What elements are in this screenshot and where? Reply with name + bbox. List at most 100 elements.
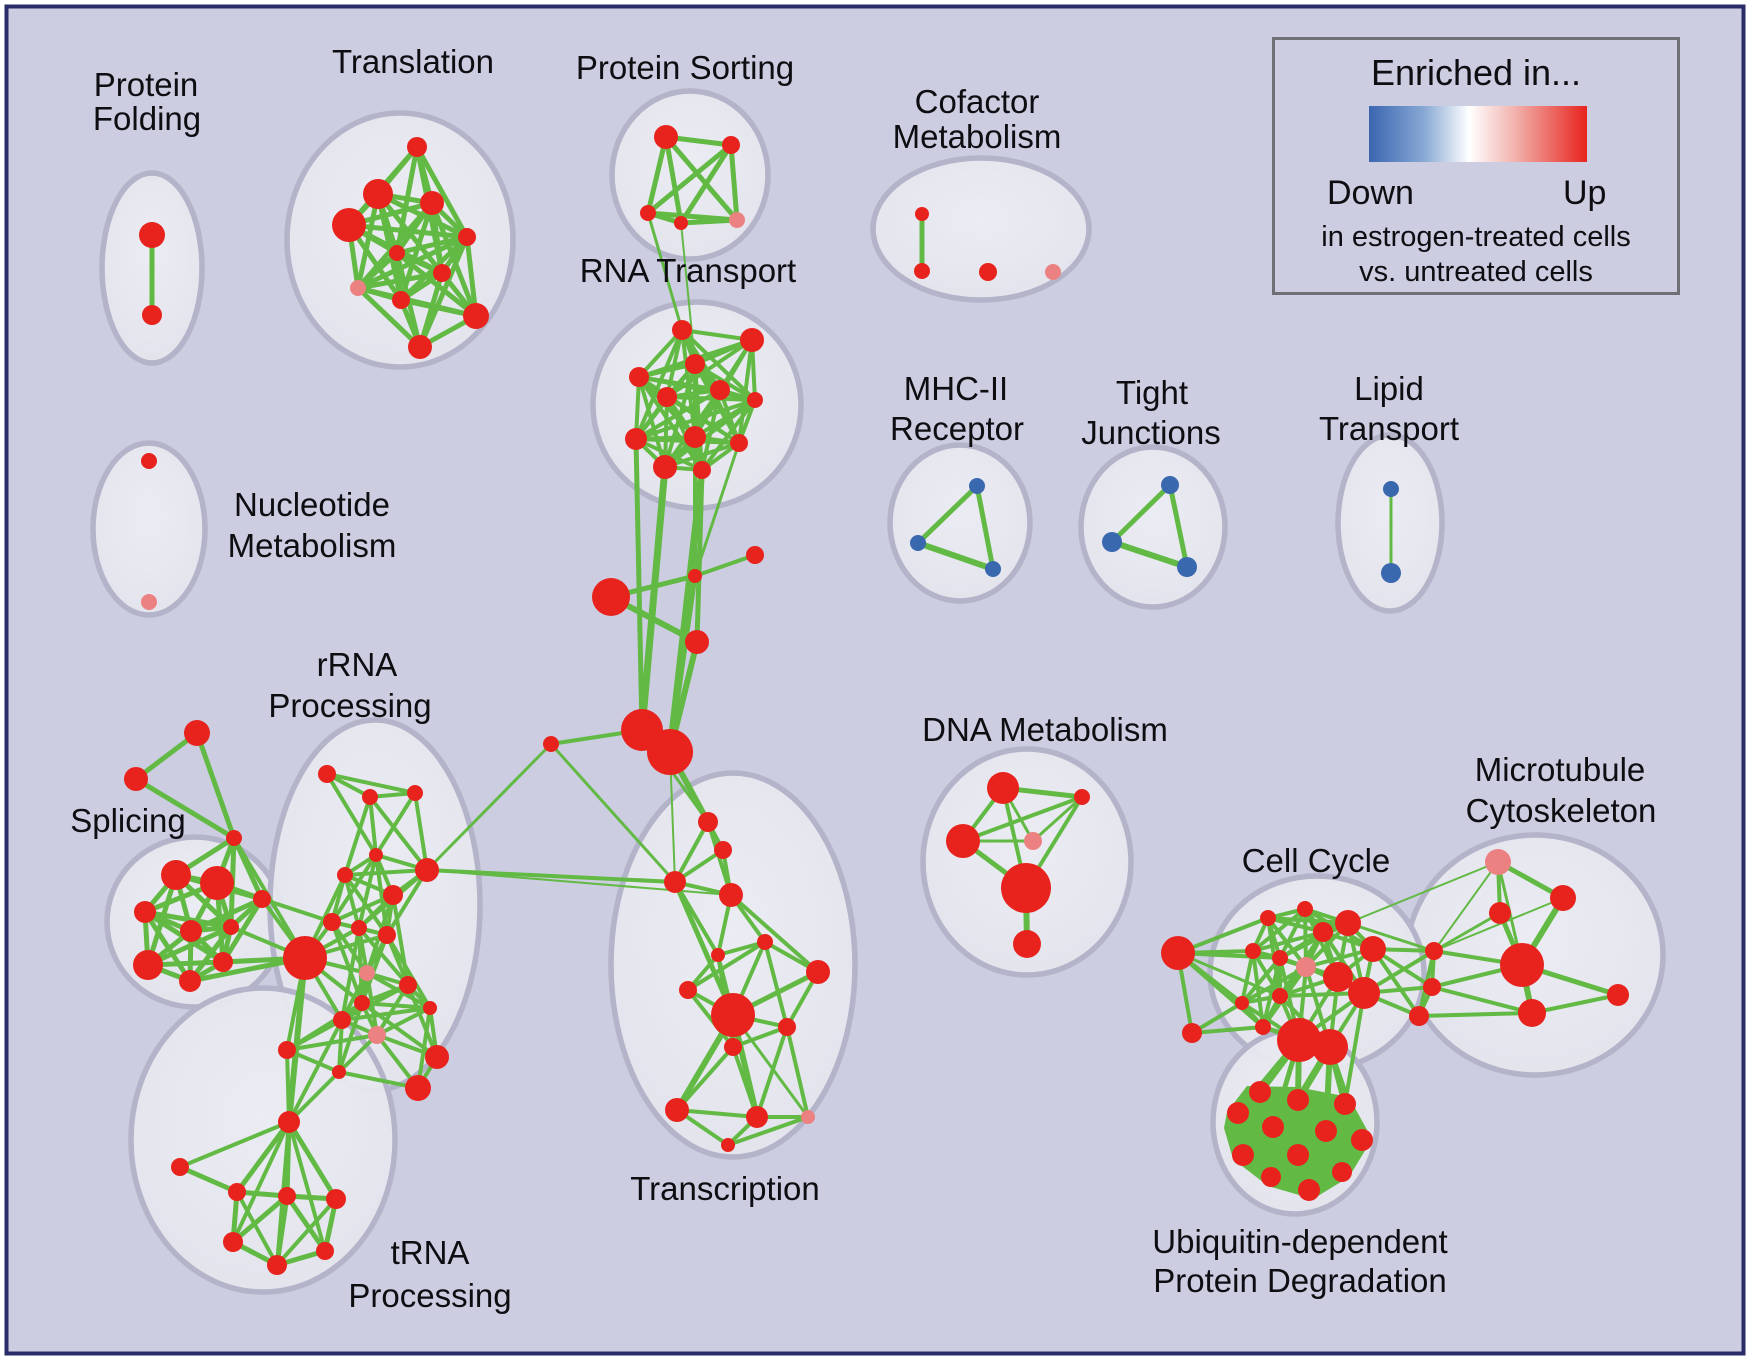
gene-set-node-pf0 <box>139 222 165 248</box>
gene-set-node-cc2 <box>1313 922 1333 942</box>
gene-set-node-sp_t0 <box>184 720 210 746</box>
gene-set-node-rr0 <box>318 765 336 783</box>
cluster-label-tight-junctions-line0: Tight <box>1116 374 1188 411</box>
cluster-label-rna-transport-line0: RNA Transport <box>580 252 796 289</box>
cluster-label-ubiquitin-degradation-line0: Ubiquitin-dependent <box>1152 1223 1447 1260</box>
gene-set-node-rt11 <box>693 461 711 479</box>
gene-set-node-rr19 <box>332 1065 346 1079</box>
gene-set-node-cc6 <box>1272 950 1288 966</box>
cluster-label-cofactor-metabolism-line0: Cofactor <box>915 83 1040 120</box>
gene-set-node-cc1 <box>1297 901 1313 917</box>
gene-set-node-ub10 <box>1332 1162 1352 1182</box>
gene-set-node-tn1 <box>278 1187 296 1205</box>
gene-set-node-hbb <box>647 729 693 775</box>
gene-set-node-cc_l2 <box>1182 1023 1202 1043</box>
gene-set-node-cc4 <box>1360 936 1386 962</box>
gene-set-node-tr11 <box>746 1106 768 1128</box>
gene-set-node-cc13 <box>1409 1006 1429 1026</box>
gene-set-node-rr2 <box>407 785 423 801</box>
legend-gradient-bar <box>1369 106 1587 162</box>
legend-subtitle-line1: in estrogen-treated cells <box>1321 221 1631 253</box>
gene-set-node-tr10 <box>665 1098 689 1122</box>
gene-set-node-ccB <box>1312 1029 1348 1065</box>
gene-set-node-tl2 <box>332 208 366 242</box>
cluster-label-transcription-line0: Transcription <box>630 1170 820 1207</box>
cluster-label-mhc-ii-receptor-line0: MHC-II <box>904 370 1008 407</box>
gene-set-node-rr14 <box>423 1001 437 1015</box>
gene-set-node-sp4 <box>223 919 239 935</box>
gene-set-node-tl4 <box>458 228 476 246</box>
gene-set-node-hjr <box>746 546 764 564</box>
gene-set-node-dn2 <box>946 824 980 858</box>
gene-set-node-ub6 <box>1232 1144 1254 1166</box>
gene-set-node-tr2 <box>664 871 686 893</box>
gene-set-node-cf1 <box>914 263 930 279</box>
legend-up-label: Up <box>1563 174 1607 212</box>
gene-set-node-rt0 <box>672 320 692 340</box>
gene-set-node-mt5 <box>1518 999 1546 1027</box>
cluster-label-cofactor-metabolism-line1: Metabolism <box>893 118 1062 155</box>
gene-set-node-hb <box>592 578 630 616</box>
cluster-label-protein-sorting-line0: Protein Sorting <box>576 49 794 86</box>
cluster-ellipse-protein-sorting <box>609 88 771 262</box>
cluster-label-tight-junctions-line1: Junctions <box>1081 414 1220 451</box>
gene-set-node-rt4 <box>657 387 677 407</box>
gene-set-node-rt1 <box>740 328 764 352</box>
gene-set-node-tnl <box>171 1158 189 1176</box>
gene-set-node-rr5 <box>415 858 439 882</box>
gene-set-node-cc7 <box>1296 957 1316 977</box>
gene-set-node-tr4 <box>757 934 773 950</box>
node-layer <box>124 125 1629 1275</box>
gene-set-node-tj1 <box>1102 532 1122 552</box>
gene-set-node-mt_p <box>1485 849 1511 875</box>
gene-set-node-tl8 <box>392 291 410 309</box>
gene-set-node-ps1 <box>722 136 740 154</box>
gene-set-node-rt9 <box>730 434 748 452</box>
gene-set-node-cc_l <box>1161 936 1195 970</box>
cluster-label-ubiquitin-degradation-line1: Protein Degradation <box>1153 1262 1447 1299</box>
gene-set-node-rt7 <box>625 428 647 450</box>
gene-set-node-tl3 <box>420 191 444 215</box>
cluster-label-microtubule-cytoskeleton-line1: Cytoskeleton <box>1466 792 1657 829</box>
gene-set-node-dn0 <box>987 772 1019 804</box>
gene-set-node-ps0 <box>654 125 678 149</box>
gene-set-node-tr12 <box>801 1110 815 1124</box>
gene-set-node-rr3 <box>369 848 383 862</box>
gene-set-node-sp_c <box>226 830 242 846</box>
gene-set-node-rt3 <box>629 367 649 387</box>
gene-set-node-sp7 <box>179 970 201 992</box>
gene-set-node-tn2 <box>326 1189 346 1209</box>
legend-title: Enriched in... <box>1370 52 1582 93</box>
cluster-label-dna-metabolism-line0: DNA Metabolism <box>922 711 1168 748</box>
gene-set-node-dn3 <box>1024 832 1042 850</box>
cluster-label-microtubule-cytoskeleton-line0: Microtubule <box>1475 751 1646 788</box>
gene-set-node-sp6 <box>133 950 163 980</box>
cluster-ellipse-nucleotide-metabolism <box>90 440 208 618</box>
gene-set-node-tn0 <box>228 1183 246 1201</box>
cluster-label-splicing-line0: Splicing <box>70 802 186 839</box>
gene-set-node-cc9 <box>1348 977 1380 1009</box>
gene-set-node-pf1 <box>142 305 162 325</box>
gene-set-node-tl5 <box>389 245 405 261</box>
gene-set-node-mh2 <box>985 561 1001 577</box>
gene-set-node-mt0 <box>1550 885 1576 911</box>
cluster-label-nucleotide-metabolism-line0: Nucleotide <box>234 486 390 523</box>
cluster-ellipse-cofactor-metabolism <box>870 155 1092 303</box>
gene-set-node-ub8 <box>1351 1129 1373 1151</box>
gene-set-node-rt8 <box>684 426 706 448</box>
legend: Enriched in... Down Up in estrogen-treat… <box>1272 37 1680 295</box>
gene-set-node-tr13 <box>721 1138 735 1152</box>
gene-set-node-cc12 <box>1255 1019 1271 1035</box>
gene-set-node-lp0 <box>1383 481 1399 497</box>
gene-set-node-sp8 <box>213 952 233 972</box>
cluster-label-mhc-ii-receptor-line1: Receptor <box>890 410 1024 447</box>
gene-set-node-rr20 <box>405 1075 431 1101</box>
gene-set-node-rr7 <box>323 913 341 931</box>
gene-set-node-rr9 <box>378 926 396 944</box>
gene-set-node-cf0 <box>915 207 929 221</box>
gene-set-node-ub0 <box>1227 1102 1249 1124</box>
gene-set-node-tl0 <box>407 137 427 157</box>
gene-set-node-dn4 <box>1001 863 1051 913</box>
gene-set-node-cc0 <box>1260 910 1276 926</box>
